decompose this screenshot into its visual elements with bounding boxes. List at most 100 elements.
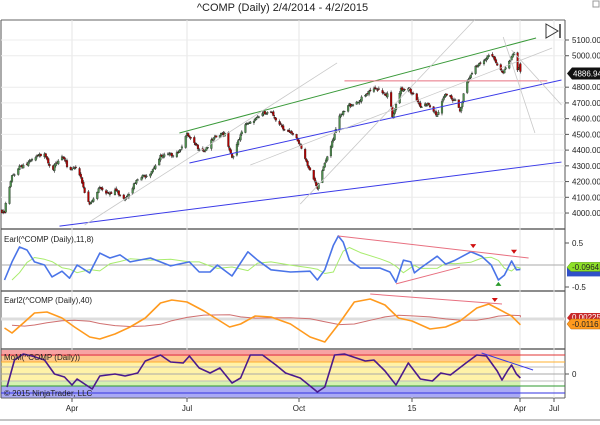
candle-down [306, 160, 309, 166]
x-tick-label: 15 [408, 404, 417, 413]
candle-up [34, 157, 37, 161]
candle-up [244, 124, 247, 133]
candle-down [377, 88, 380, 90]
candle-up [54, 163, 57, 166]
candle-up [474, 65, 477, 74]
earl-trend-line[interactable] [338, 235, 529, 259]
price-tick-label: 5100.00 [572, 36, 600, 45]
candle-up [323, 163, 326, 168]
candle-down [382, 92, 385, 94]
price-trend-line[interactable] [189, 79, 562, 164]
candle-up [510, 56, 513, 61]
candle-up [27, 162, 30, 166]
candle-up [321, 170, 324, 183]
candle-down [279, 123, 282, 125]
candle-up [462, 93, 465, 102]
candle-up [13, 174, 16, 176]
candle-up [372, 88, 375, 92]
panel-title: Earl2(^COMP (Daily),40) [4, 296, 92, 305]
candle-up [331, 141, 334, 148]
candle-down [457, 99, 460, 108]
earl-signal-line [11, 247, 521, 281]
candle-down [117, 190, 120, 195]
candle-up [135, 179, 138, 184]
play-triangle [545, 23, 559, 39]
price-trend-line[interactable] [511, 49, 562, 106]
price-trend-line[interactable] [250, 47, 553, 166]
candle-down [229, 149, 232, 154]
candle-up [470, 73, 474, 75]
candle-down [47, 158, 50, 164]
candle-down [403, 89, 406, 91]
mom-band [1, 381, 521, 386]
candle-down [215, 135, 218, 138]
candle-down [187, 133, 190, 137]
candle-up [358, 102, 361, 104]
candle-down [304, 149, 307, 159]
candle-up [246, 123, 249, 125]
candle-up [53, 164, 56, 171]
candle-down [494, 59, 498, 63]
price-tick-label: 4300.00 [572, 162, 600, 171]
candle-up [151, 169, 154, 172]
candle-down [78, 168, 81, 176]
candle-down [376, 89, 379, 91]
mom-trend-line[interactable] [481, 352, 534, 371]
candle-up [343, 110, 346, 113]
earl-trend-line[interactable] [395, 266, 461, 285]
candle-up [347, 105, 350, 112]
earl-signal-value-bg [567, 267, 600, 277]
price-trend-line[interactable] [502, 36, 536, 134]
candle-up [487, 55, 490, 57]
earl2-slow-value-label: 0.00225 [572, 313, 600, 322]
candle-down [375, 88, 378, 90]
candle-down [106, 192, 109, 194]
corner-box[interactable] [592, 0, 600, 8]
earl2-trend-line[interactable] [370, 293, 503, 305]
candle-down [427, 103, 430, 105]
candle-up [198, 149, 201, 151]
candle-down [312, 170, 315, 180]
candle-down [309, 167, 312, 171]
candle-up [482, 60, 486, 65]
candle-down [69, 167, 72, 170]
candle-up [342, 111, 345, 115]
price-tick-label: 4800.00 [572, 83, 600, 92]
x-tick-label: Oct [293, 404, 306, 413]
candle-up [4, 202, 7, 213]
candle-down [189, 136, 192, 139]
scroll-to-end-icon[interactable] [545, 23, 561, 39]
candle-up [57, 160, 60, 165]
candle-down [45, 156, 49, 160]
candle-up [440, 101, 444, 114]
last-price-label: 4886.94 [573, 70, 600, 79]
candle-down [110, 192, 113, 194]
candle-down [48, 164, 51, 167]
candle-up [140, 177, 143, 181]
candle-up [168, 153, 171, 155]
candle-down [83, 187, 86, 193]
candle-down [79, 173, 82, 178]
x-tick-label: Apr [514, 404, 527, 413]
down-triangle-marker [491, 298, 498, 302]
candle-down [101, 187, 104, 190]
price-trend-line[interactable] [179, 37, 537, 134]
candle-down [82, 181, 85, 188]
candle-up [454, 99, 457, 101]
candle-down [300, 144, 303, 149]
earl-line [3, 235, 521, 284]
candle-down [170, 153, 173, 157]
candle-up [132, 183, 135, 190]
candle-up [442, 98, 445, 101]
candle-up [255, 117, 258, 120]
candle-up [175, 152, 178, 157]
price-trend-line[interactable] [59, 161, 562, 227]
candle-up [9, 181, 12, 187]
candle-down [65, 160, 69, 168]
price-trend-line[interactable] [84, 62, 338, 226]
candle-up [235, 143, 238, 156]
mom-band [1, 356, 521, 362]
candle-up [485, 58, 488, 61]
candle-down [297, 140, 301, 144]
